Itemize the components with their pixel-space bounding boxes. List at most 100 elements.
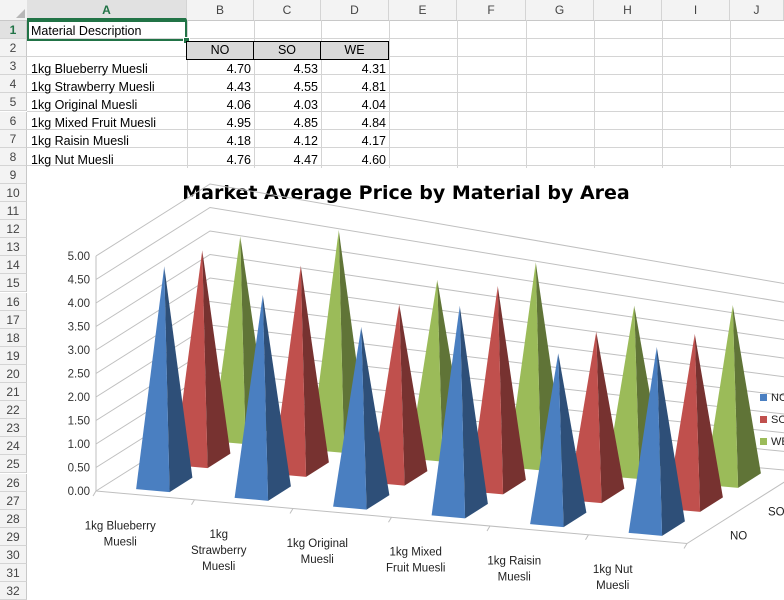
price-cell-we[interactable]: 4.84 bbox=[361, 116, 386, 131]
column-header-e[interactable]: E bbox=[389, 0, 457, 20]
y-tick-label: 2.00 bbox=[68, 392, 90, 404]
pyramid-front-face bbox=[136, 266, 170, 493]
column-gridline bbox=[526, 20, 527, 168]
price-cell-so[interactable]: 4.12 bbox=[293, 134, 318, 149]
row-header-5[interactable]: 5 bbox=[0, 93, 27, 112]
gridline bbox=[95, 277, 784, 359]
row-header-20[interactable]: 20 bbox=[0, 364, 27, 383]
row-header-10[interactable]: 10 bbox=[0, 183, 27, 202]
price-cell-no[interactable]: 4.70 bbox=[226, 62, 251, 76]
pyramid-side-face bbox=[656, 347, 685, 536]
price-cell-so[interactable]: 4.53 bbox=[293, 62, 318, 76]
row-header-2[interactable]: 2 bbox=[0, 39, 27, 58]
pyramid-front-face bbox=[628, 347, 663, 536]
row-header-6[interactable]: 6 bbox=[0, 111, 27, 130]
row-header-8[interactable]: 8 bbox=[0, 147, 27, 166]
row-gridline bbox=[27, 92, 784, 94]
row-header-14[interactable]: 14 bbox=[0, 256, 27, 275]
cell-a1[interactable]: Material Description bbox=[31, 24, 142, 38]
row-header-19[interactable]: 19 bbox=[0, 346, 27, 365]
price-cell-no[interactable]: 4.06 bbox=[226, 98, 251, 113]
column-gridline bbox=[730, 20, 731, 168]
column-header-b[interactable]: B bbox=[187, 0, 254, 20]
row-header-16[interactable]: 16 bbox=[0, 292, 27, 311]
legend-swatch bbox=[760, 416, 767, 423]
price-cell-so[interactable]: 4.03 bbox=[293, 98, 318, 113]
row-header-17[interactable]: 17 bbox=[0, 310, 27, 329]
y-tick-label: 0.00 bbox=[68, 486, 90, 498]
row-header-12[interactable]: 12 bbox=[0, 220, 27, 239]
row-header-30[interactable]: 30 bbox=[0, 545, 27, 564]
material-label-cell[interactable]: 1kg Nut Muesli bbox=[31, 152, 114, 167]
column-header-f[interactable]: F bbox=[457, 0, 526, 20]
material-label-cell[interactable]: 1kg Strawberry Muesli bbox=[31, 80, 155, 95]
price-cell-so[interactable]: 4.47 bbox=[293, 152, 318, 167]
y-tick-label: 3.00 bbox=[68, 345, 90, 357]
row-gridline bbox=[27, 56, 784, 58]
pyramid-chart[interactable]: 0.00 0.50 1.00 1.50 2.00 2.50 3.00 3.50 4.00 4.50… bbox=[28, 172, 784, 600]
row-header-3[interactable]: 3 bbox=[0, 57, 27, 76]
row-gridline bbox=[27, 146, 784, 148]
row-header-23[interactable]: 23 bbox=[0, 419, 27, 438]
x-category-label: 1kg Blueberry Muesli bbox=[85, 520, 156, 548]
column-header-g[interactable]: G bbox=[526, 0, 594, 20]
select-all-button[interactable] bbox=[0, 0, 28, 20]
chart-area[interactable]: Market Average Price by Material by Area… bbox=[28, 172, 784, 600]
row-header-22[interactable]: 22 bbox=[0, 401, 27, 420]
y-tick-label: 5.00 bbox=[68, 251, 90, 263]
price-cell-we[interactable]: 4.17 bbox=[361, 134, 386, 149]
row-header-24[interactable]: 24 bbox=[0, 437, 27, 456]
row-header-31[interactable]: 31 bbox=[0, 564, 27, 582]
row-header-7[interactable]: 7 bbox=[0, 129, 27, 148]
row-header-25[interactable]: 25 bbox=[0, 455, 27, 474]
header-cell-so[interactable]: SO bbox=[253, 41, 321, 60]
material-label-cell[interactable]: 1kg Blueberry Muesli bbox=[31, 62, 148, 76]
price-cell-so[interactable]: 4.55 bbox=[293, 80, 318, 95]
price-cell-we[interactable]: 4.04 bbox=[361, 98, 386, 113]
y-tick-label: 4.50 bbox=[68, 275, 90, 287]
row-header-21[interactable]: 21 bbox=[0, 383, 27, 401]
material-label-cell[interactable]: 1kg Original Muesli bbox=[31, 98, 138, 113]
y-tick-label: 3.50 bbox=[68, 322, 90, 334]
gridline bbox=[95, 253, 784, 340]
column-gridline bbox=[457, 20, 458, 168]
column-header-j[interactable]: J bbox=[730, 0, 784, 20]
header-cell-no[interactable]: NO bbox=[186, 41, 254, 60]
header-cell-we[interactable]: WE bbox=[320, 41, 389, 60]
depth-axis-label: NO bbox=[730, 531, 747, 543]
column-header-a[interactable]: A bbox=[27, 0, 187, 20]
price-cell-we[interactable]: 4.31 bbox=[361, 62, 386, 76]
row-header-15[interactable]: 15 bbox=[0, 274, 27, 293]
row-header-32[interactable]: 32 bbox=[0, 582, 27, 600]
x-category-label: 1kg Original Muesli bbox=[287, 538, 348, 566]
row-header-28[interactable]: 28 bbox=[0, 509, 27, 528]
column-header-h[interactable]: H bbox=[594, 0, 662, 20]
price-cell-no[interactable]: 4.95 bbox=[226, 116, 251, 131]
price-cell-no[interactable]: 4.18 bbox=[226, 134, 251, 149]
price-cell-no[interactable]: 4.76 bbox=[226, 152, 251, 167]
x-tick bbox=[289, 508, 294, 514]
price-cell-no[interactable]: 4.43 bbox=[226, 80, 251, 95]
row-header-1[interactable]: 1 bbox=[0, 21, 27, 39]
row-header-11[interactable]: 11 bbox=[0, 202, 27, 220]
row-header-26[interactable]: 26 bbox=[0, 473, 27, 492]
y-tick-label: 4.00 bbox=[68, 298, 90, 310]
material-label-cell[interactable]: 1kg Mixed Fruit Muesli bbox=[31, 116, 157, 131]
column-header-i[interactable]: I bbox=[662, 0, 730, 20]
price-cell-we[interactable]: 4.60 bbox=[361, 152, 386, 167]
column-header-d[interactable]: D bbox=[321, 0, 389, 20]
pyramid-side-face bbox=[558, 353, 587, 528]
column-header-c[interactable]: C bbox=[254, 0, 321, 20]
row-header-4[interactable]: 4 bbox=[0, 75, 27, 94]
price-cell-we[interactable]: 4.81 bbox=[361, 80, 386, 95]
column-gridline bbox=[389, 20, 390, 168]
row-header-29[interactable]: 29 bbox=[0, 527, 27, 546]
material-label-cell[interactable]: 1kg Raisin Muesli bbox=[31, 134, 129, 149]
row-header-18[interactable]: 18 bbox=[0, 328, 27, 347]
pyramid-front-face bbox=[333, 326, 367, 510]
row-header-9[interactable]: 9 bbox=[0, 165, 27, 184]
row-header-13[interactable]: 13 bbox=[0, 238, 27, 257]
y-tick-label: 2.50 bbox=[68, 369, 90, 381]
price-cell-so[interactable]: 4.85 bbox=[293, 116, 318, 131]
row-header-27[interactable]: 27 bbox=[0, 491, 27, 510]
